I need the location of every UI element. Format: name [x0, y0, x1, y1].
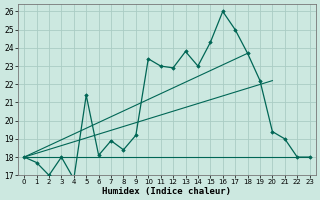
X-axis label: Humidex (Indice chaleur): Humidex (Indice chaleur) — [102, 187, 231, 196]
